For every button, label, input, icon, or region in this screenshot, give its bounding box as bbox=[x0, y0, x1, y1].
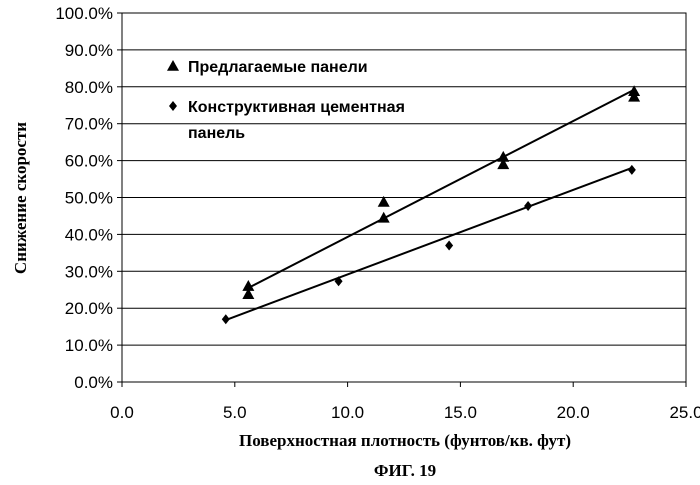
x-tick-label: 5.0 bbox=[223, 403, 247, 422]
legend-label-2: панель bbox=[188, 125, 245, 142]
legend: Предлагаемые панели Конструктивная цемент… bbox=[167, 59, 405, 142]
y-axis-title: Снижение скорости bbox=[11, 122, 30, 274]
y-tick-label: 70.0% bbox=[65, 115, 113, 134]
legend-label-2: Конструктивная цементная bbox=[188, 99, 405, 116]
legend-label-1: Предлагаемые панели bbox=[188, 59, 368, 76]
data-point bbox=[628, 165, 636, 175]
data-points bbox=[222, 85, 640, 324]
x-tick-labels: 0.0 5.0 10.0 15.0 20.0 25.0 bbox=[110, 403, 700, 422]
y-tick-labels: 0.0% 10.0% 20.0% 30.0% 40.0% 50.0% 60.0% 70.0% 8… bbox=[55, 4, 113, 392]
y-tick-label: 30.0% bbox=[65, 262, 113, 281]
x-tick-label: 20.0 bbox=[557, 403, 590, 422]
x-tick-label: 0.0 bbox=[110, 403, 134, 422]
y-tick-label: 80.0% bbox=[65, 78, 113, 97]
legend-marker-2 bbox=[169, 101, 177, 111]
y-tick-label: 60.0% bbox=[65, 152, 113, 171]
y-tick-label: 100.0% bbox=[55, 4, 113, 23]
y-tick-label: 90.0% bbox=[65, 41, 113, 60]
x-axis-title: Поверхностная плотность (фунтов/кв. фут) bbox=[239, 431, 571, 450]
y-tick-label: 10.0% bbox=[65, 336, 113, 355]
trendline-2 bbox=[226, 168, 632, 320]
x-tick-label: 25.0 bbox=[669, 403, 700, 422]
y-tick-label: 40.0% bbox=[65, 225, 113, 244]
x-tick-label: 10.0 bbox=[331, 403, 364, 422]
data-point bbox=[445, 240, 453, 250]
trendlines bbox=[226, 90, 634, 320]
y-tick-label: 0.0% bbox=[74, 373, 113, 392]
data-point bbox=[222, 314, 230, 324]
legend-marker-1 bbox=[167, 60, 179, 71]
y-tick-label: 50.0% bbox=[65, 189, 113, 208]
data-point bbox=[524, 201, 532, 211]
x-tick-label: 15.0 bbox=[444, 403, 477, 422]
y-tick-label: 20.0% bbox=[65, 299, 113, 318]
figure-caption: ФИГ. 19 bbox=[374, 461, 436, 480]
